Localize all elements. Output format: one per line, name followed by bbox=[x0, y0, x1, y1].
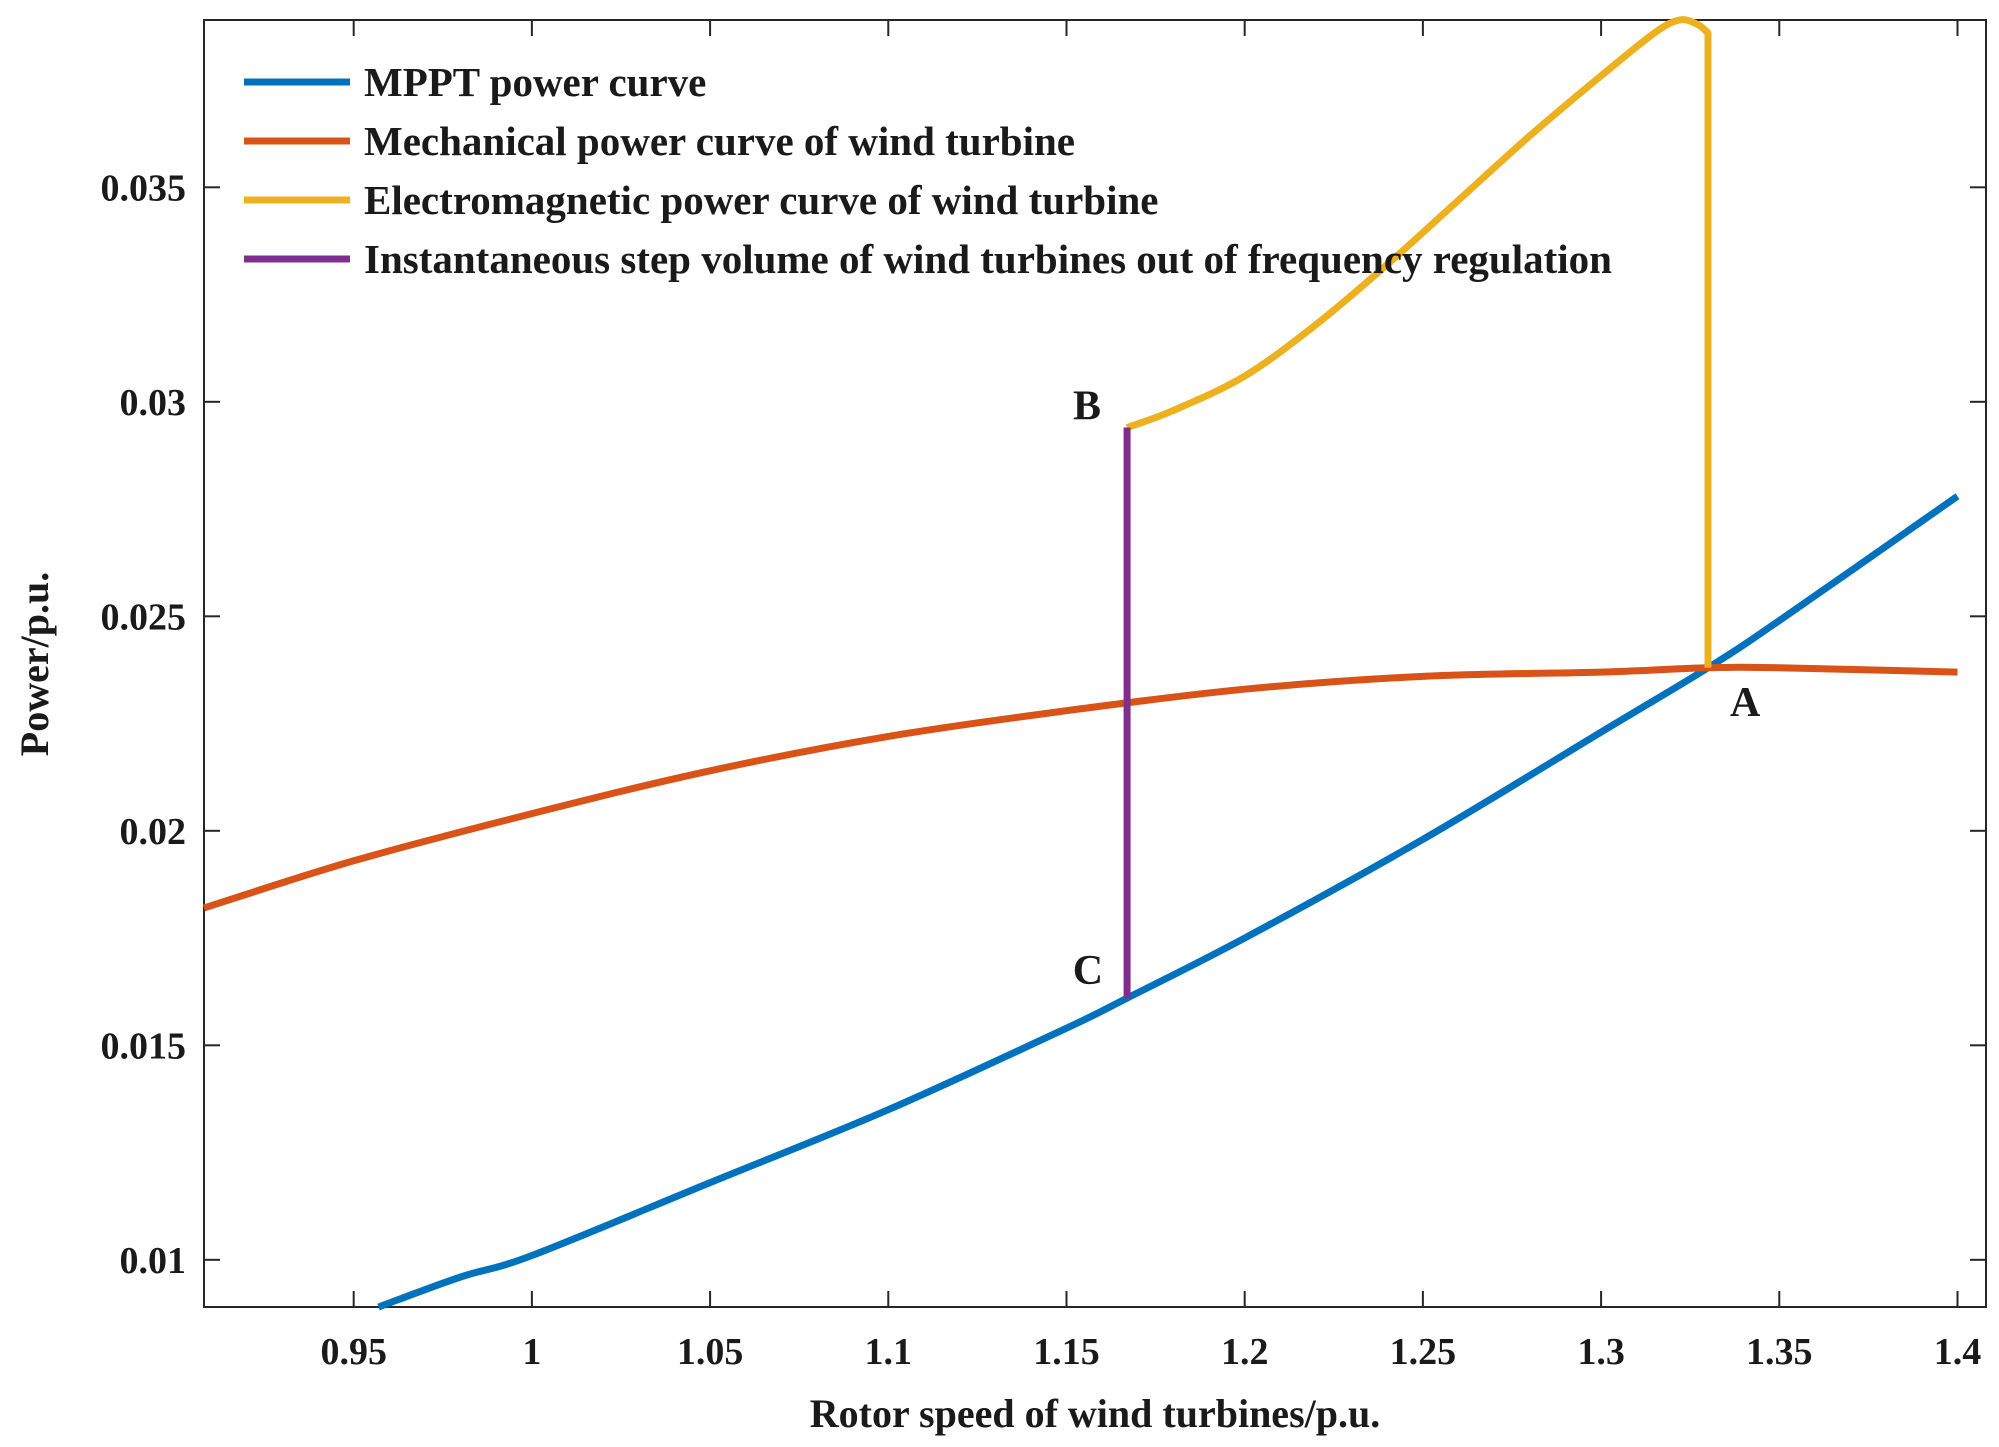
mechanical-power-curve bbox=[202, 663, 1958, 912]
x-tick-label: 1.2 bbox=[1221, 1331, 1269, 1373]
axis-ticks: 0.95 1 1.05 1.1 1.15 1.2 1.25 1.3 1.35 1.4 0.01 0.0… bbox=[101, 20, 1986, 1373]
y-tick-label: 0.01 bbox=[120, 1240, 187, 1282]
x-tick-label: 1.25 bbox=[1390, 1331, 1457, 1373]
y-tick-label: 0.025 bbox=[101, 596, 187, 638]
legend-label: Electromagnetic power curve of wind turb… bbox=[364, 177, 1158, 223]
y-axis-label: Power/p.u. bbox=[12, 572, 57, 756]
legend-label: Instantaneous step volume of wind turbin… bbox=[364, 236, 1612, 282]
y-tick-label: 0.03 bbox=[120, 382, 187, 424]
plot-area bbox=[203, 19, 1987, 1308]
series-layer bbox=[202, 16, 1960, 1311]
y-tick-label: 0.035 bbox=[101, 167, 187, 209]
x-tick-label: 1.1 bbox=[865, 1331, 913, 1373]
point-label-a: A bbox=[1730, 680, 1761, 726]
x-tick-label: 1 bbox=[522, 1331, 541, 1373]
legend-label: Mechanical power curve of wind turbine bbox=[364, 118, 1075, 164]
y-tick-label: 0.015 bbox=[101, 1025, 187, 1067]
y-tick-label: 0.02 bbox=[120, 811, 187, 853]
point-label-c: C bbox=[1073, 948, 1103, 994]
x-tick-label: 1.4 bbox=[1934, 1331, 1982, 1373]
x-axis-label: Rotor speed of wind turbines/p.u. bbox=[810, 1391, 1380, 1436]
annotation-layer: A B C bbox=[1073, 384, 1761, 995]
x-tick-label: 1.15 bbox=[1033, 1331, 1100, 1373]
x-tick-label: 1.05 bbox=[677, 1331, 744, 1373]
electromagnetic-power-curve bbox=[1125, 16, 1712, 668]
x-tick-label: 1.3 bbox=[1577, 1331, 1625, 1373]
legend: MPPT power curve Mechanical power curve o… bbox=[244, 59, 1612, 282]
x-tick-label: 1.35 bbox=[1746, 1331, 1813, 1373]
x-tick-label: 0.95 bbox=[320, 1331, 387, 1373]
legend-label: MPPT power curve bbox=[364, 59, 706, 105]
point-label-b: B bbox=[1073, 384, 1101, 430]
